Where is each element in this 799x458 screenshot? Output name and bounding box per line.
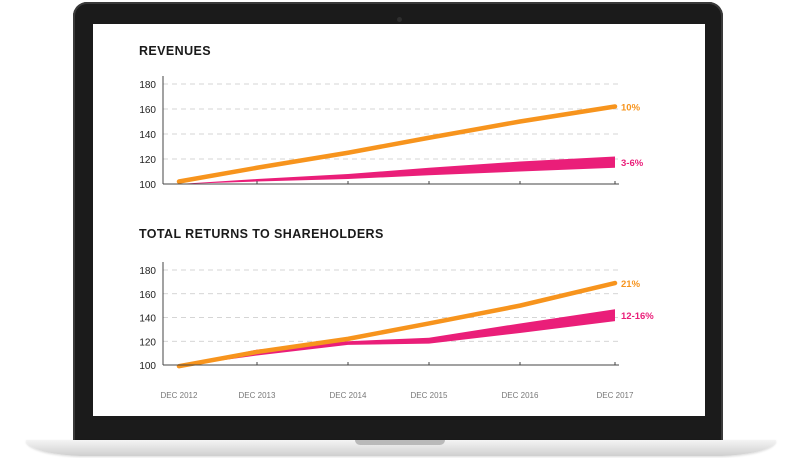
laptop-base-notch bbox=[355, 440, 445, 445]
camera-icon bbox=[397, 17, 402, 22]
y-tick-label: 120 bbox=[139, 155, 156, 166]
x-tick-label: DEC 2014 bbox=[330, 391, 367, 400]
chart-title: REVENUES bbox=[139, 44, 211, 58]
y-tick-label: 120 bbox=[139, 337, 156, 348]
y-tick-label: 140 bbox=[139, 130, 156, 141]
x-tick-label: DEC 2013 bbox=[239, 391, 276, 400]
x-tick-label: DEC 2017 bbox=[597, 391, 634, 400]
series-end-label: 10% bbox=[621, 103, 641, 114]
laptop-screen: REVENUES 100 120 140 160 180 3-6% 10% TOTAL RE… bbox=[93, 24, 705, 416]
series-line bbox=[176, 280, 618, 369]
series-band bbox=[179, 156, 615, 184]
y-tick-label: 140 bbox=[139, 314, 156, 325]
y-tick-label: 100 bbox=[139, 180, 156, 191]
series-line bbox=[176, 104, 618, 184]
laptop-base bbox=[26, 440, 776, 456]
x-tick-label: DEC 2016 bbox=[502, 391, 539, 400]
series-end-label: 12-16% bbox=[621, 311, 654, 322]
y-tick-label: 160 bbox=[139, 290, 156, 301]
x-tick-label: DEC 2012 bbox=[161, 391, 198, 400]
x-tick-label: DEC 2015 bbox=[411, 391, 448, 400]
total-returns-chart: TOTAL RETURNS TO SHAREHOLDERS 100 120 140 1… bbox=[139, 227, 654, 400]
series-end-label: 3-6% bbox=[621, 158, 644, 169]
y-tick-label: 180 bbox=[139, 266, 156, 277]
series-end-label: 21% bbox=[621, 279, 641, 290]
y-tick-label: 100 bbox=[139, 361, 156, 372]
y-tick-label: 180 bbox=[139, 80, 156, 91]
y-tick-label: 160 bbox=[139, 105, 156, 116]
revenues-chart: REVENUES 100 120 140 160 180 3-6% 10% bbox=[139, 44, 644, 191]
chart-title: TOTAL RETURNS TO SHAREHOLDERS bbox=[139, 227, 384, 241]
charts-canvas: REVENUES 100 120 140 160 180 3-6% 10% TOTAL RE… bbox=[139, 44, 654, 400]
